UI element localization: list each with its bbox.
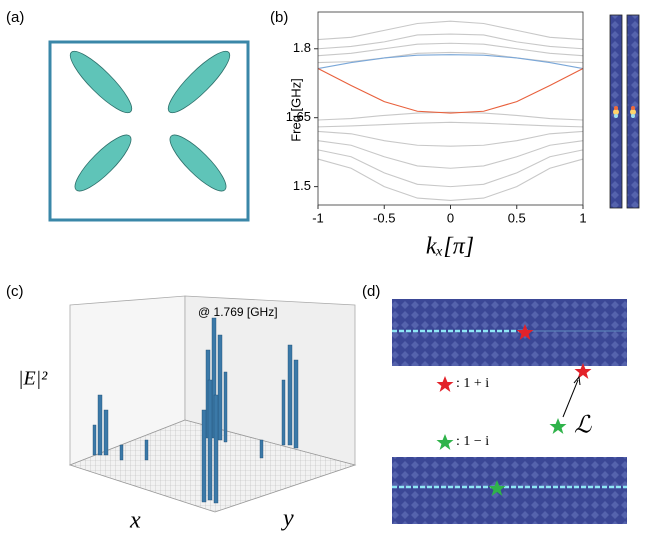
y-axis-label: Freq [GHz] — [288, 78, 303, 142]
plot-frame — [318, 12, 583, 205]
x-tick-label: 0.5 — [508, 210, 526, 225]
legend-entry: : 1 + i — [456, 376, 489, 391]
x-tick-label: 0 — [447, 210, 454, 225]
band-line — [318, 131, 583, 146]
x-tick-label: 1 — [579, 210, 586, 225]
band-line — [318, 69, 583, 114]
unit-cell — [50, 42, 248, 220]
band-line — [318, 159, 583, 200]
panel-label: (b) — [270, 9, 288, 26]
band-line — [318, 141, 583, 169]
field-3d-plot — [70, 296, 355, 512]
frequency-annotation: @ 1.769 [GHz] — [198, 305, 278, 319]
y-tick-label: 1.5 — [293, 178, 311, 193]
legend-entry: : 1 − i — [456, 434, 489, 449]
band-line — [318, 21, 583, 39]
x-axis-label: kₓ[π] — [426, 234, 474, 260]
panel-label: (a) — [6, 9, 24, 26]
operator-label: ℒ — [574, 413, 592, 439]
x-tick-label: -1 — [312, 210, 324, 225]
band-line — [318, 55, 583, 69]
z-axis-label: |E|² — [18, 368, 48, 390]
field-maps — [392, 299, 627, 524]
x-axis-label: x — [129, 508, 141, 534]
figure: (a) (b) (c) (d) -1-0.500.511.51.651.8 Fr… — [0, 0, 665, 539]
panel-label: (c) — [6, 283, 24, 300]
y-axis-label: y — [281, 506, 294, 532]
band-line — [318, 52, 583, 62]
field-strips — [610, 15, 639, 208]
y-tick-label: 1.8 — [293, 40, 311, 55]
band-line — [318, 122, 583, 127]
x-tick-label: -0.5 — [373, 210, 395, 225]
panel-label: (d) — [362, 283, 380, 300]
